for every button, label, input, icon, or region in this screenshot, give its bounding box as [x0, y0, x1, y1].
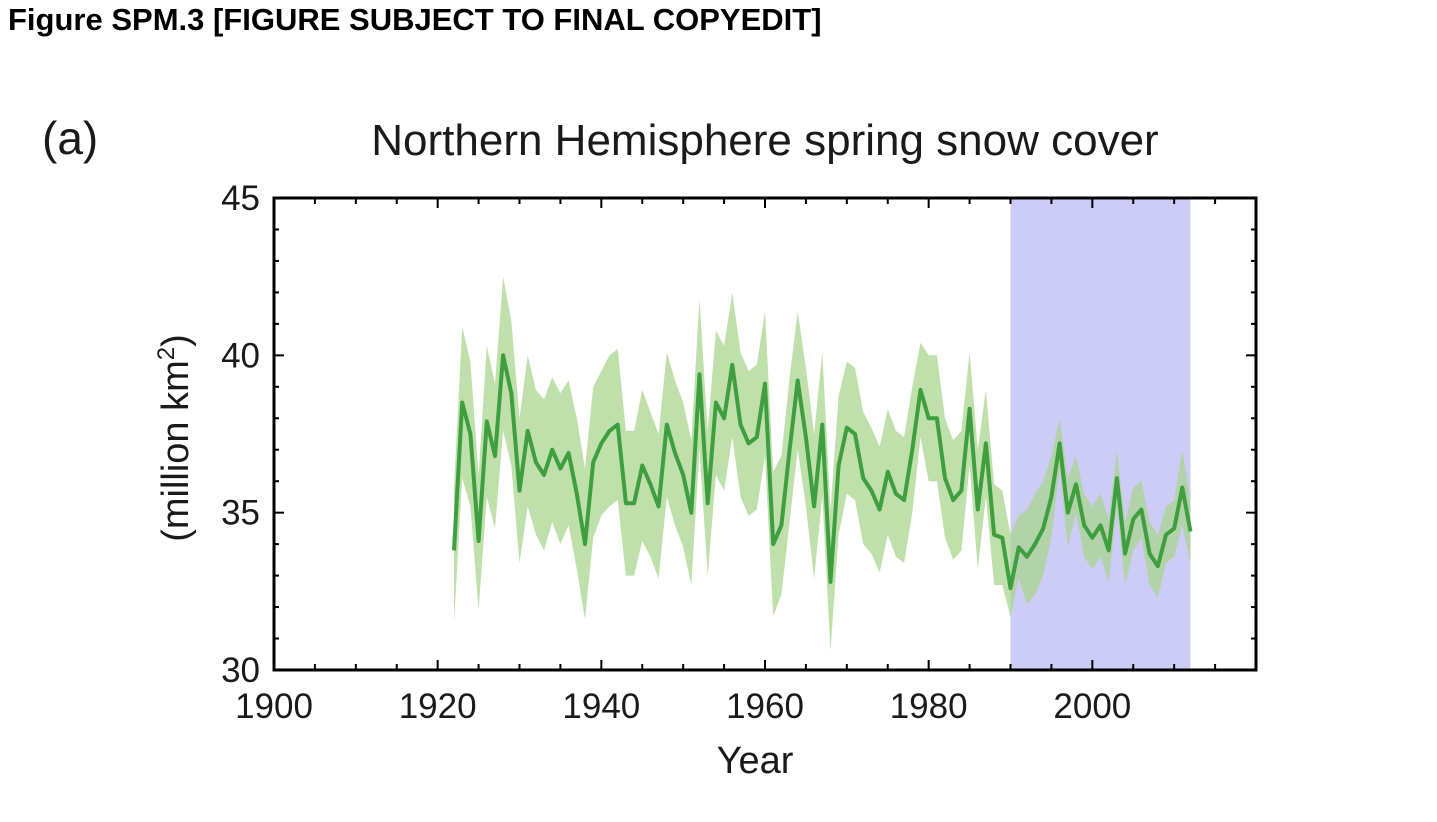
y-axis-title-sup: 2	[153, 347, 180, 360]
x-tick-labels: 1900 1920 1940 1960 1980 2000	[235, 687, 1131, 726]
y-axis-title: (million km2)	[153, 334, 197, 542]
x-tick-label: 1960	[726, 687, 804, 726]
y-tick-label: 30	[221, 651, 260, 690]
highlight-layer	[1010, 198, 1191, 670]
chart-title: Northern Hemisphere spring snow cover	[371, 116, 1158, 165]
tick-layer	[273, 197, 1257, 671]
y-axis-title-end: )	[155, 334, 197, 347]
figure-heading: Figure SPM.3 [FIGURE SUBJECT TO FINAL CO…	[8, 2, 822, 37]
x-tick-label: 1940	[562, 687, 640, 726]
x-tick-label: 1900	[235, 687, 313, 726]
y-axis-title-main: (million km	[155, 360, 197, 542]
x-tick-label: 1920	[399, 687, 477, 726]
highlight-period-band	[1010, 198, 1191, 670]
panel-label: (a)	[42, 112, 98, 164]
x-tick-label: 2000	[1053, 687, 1131, 726]
y-tick-label: 40	[221, 336, 260, 375]
y-tick-label: 35	[221, 494, 260, 533]
line-layer	[452, 353, 1193, 591]
series-line	[452, 353, 1193, 591]
y-tick-labels: 30 35 40 45	[221, 179, 260, 690]
x-tick-label: 1980	[890, 687, 968, 726]
y-tick-label: 45	[221, 179, 260, 218]
x-axis-title: Year	[717, 740, 794, 782]
